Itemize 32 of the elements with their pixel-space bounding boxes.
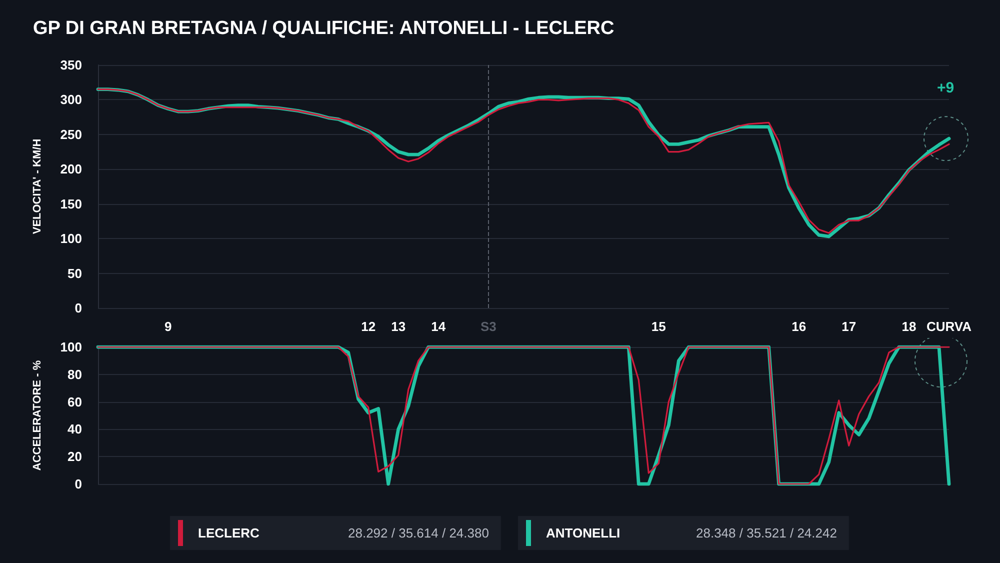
annotation: +9: [937, 80, 954, 97]
x-tick-label: 15: [651, 319, 666, 334]
y-tick-label: 100: [60, 340, 82, 354]
y-tick-label: 0: [74, 300, 82, 316]
x-tick-label: 17: [842, 319, 856, 334]
x-tick-label: 12: [361, 319, 376, 334]
y-tick-label: 40: [68, 422, 82, 437]
chart-title: GP DI GRAN BRETAGNA / QUALIFICHE: ANTONELLI - LECLERC: [33, 18, 615, 39]
legend-label: LECLERC: [198, 526, 260, 540]
y-tick-label: 80: [68, 366, 82, 382]
y-tick-label: 300: [60, 92, 82, 108]
y-tick-label: 250: [60, 126, 82, 142]
x-tick-label: 18: [902, 319, 916, 334]
y-tick-label: 20: [68, 449, 82, 464]
x-tick-label: 14: [431, 319, 446, 334]
y-tick-label: 50: [68, 266, 82, 281]
y-tick-label: 150: [60, 196, 82, 212]
y-tick-label: 0: [74, 476, 82, 492]
y-tick-label: 60: [68, 394, 82, 410]
y-axis-title: VELOCITA' - KM/H: [32, 138, 44, 234]
legend-label: ANTONELLI: [546, 526, 620, 540]
x-tick-label: 16: [792, 319, 806, 334]
text: 28.292 / 35.614 / 24.380: [348, 526, 489, 540]
x-tick-label: 13: [391, 319, 406, 334]
y-tick-label: 200: [60, 162, 82, 177]
x-tick-label: CURVA: [926, 319, 972, 334]
text: 28.348 / 35.521 / 24.242: [696, 526, 837, 540]
y-tick-label: 350: [60, 58, 82, 72]
y-tick-label: 100: [60, 231, 82, 246]
x-tick-label: S3: [480, 319, 496, 334]
y-axis-title: ACCELERATORE - %: [32, 360, 44, 471]
x-tick-label: 9: [164, 319, 172, 334]
